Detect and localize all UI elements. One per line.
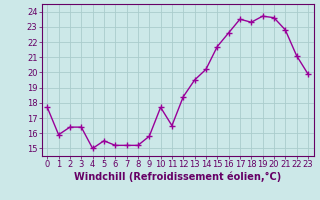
X-axis label: Windchill (Refroidissement éolien,°C): Windchill (Refroidissement éolien,°C) [74,172,281,182]
